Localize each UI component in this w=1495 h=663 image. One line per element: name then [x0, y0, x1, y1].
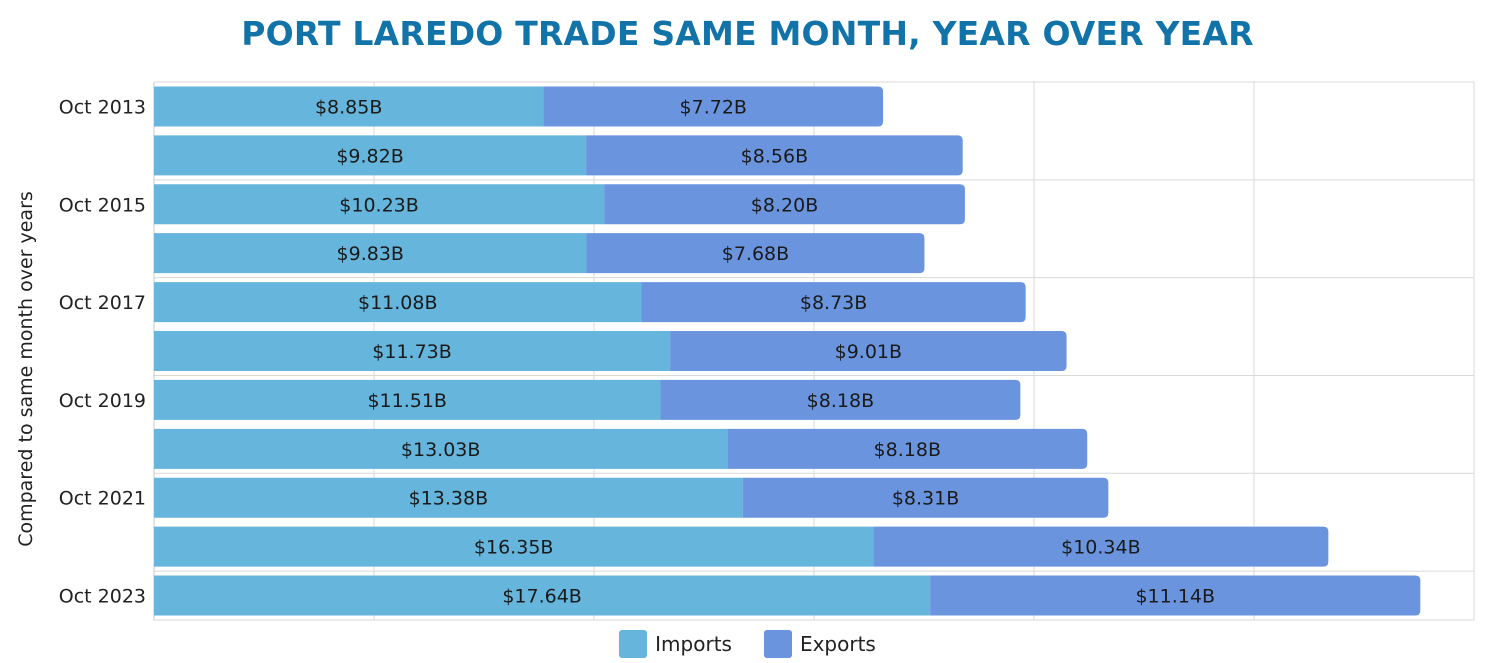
- data-label: $13.03B: [401, 439, 481, 461]
- chart-title: PORT LAREDO TRADE SAME MONTH, YEAR OVER …: [241, 14, 1254, 53]
- bar-imports: [154, 233, 587, 274]
- legend-item-imports[interactable]: Imports: [619, 630, 732, 658]
- bar-imports: [154, 428, 728, 469]
- bar-exports: [873, 526, 1329, 567]
- bar-exports: [586, 135, 963, 176]
- data-label: $16.35B: [474, 537, 554, 559]
- y-axis-title: Compared to same month over years: [15, 191, 37, 547]
- bar-exports: [727, 428, 1088, 469]
- bar-exports: [543, 86, 884, 127]
- legend-item-exports[interactable]: Exports: [763, 630, 876, 658]
- y-tick-label: Oct 2021: [59, 488, 146, 510]
- data-label: $10.34B: [1061, 537, 1141, 559]
- data-label: $8.18B: [807, 390, 874, 412]
- y-tick-label: Oct 2017: [59, 292, 146, 314]
- data-label: $8.85B: [315, 96, 382, 118]
- y-tick-label: Oct 2023: [59, 586, 146, 608]
- data-label: $9.83B: [337, 243, 404, 265]
- bar-imports: [154, 282, 642, 323]
- bar-imports: [154, 379, 661, 420]
- bar-imports: [154, 477, 743, 518]
- bar-imports: [154, 184, 605, 225]
- bar-imports: [154, 575, 931, 616]
- data-label: $17.64B: [502, 586, 582, 608]
- data-label: $8.56B: [741, 145, 808, 167]
- bar-exports: [586, 233, 925, 274]
- bar-exports: [660, 379, 1021, 420]
- data-label: $9.01B: [835, 341, 902, 363]
- bar-imports: [154, 526, 874, 567]
- bar-exports: [670, 331, 1067, 371]
- bar-imports: [154, 135, 587, 176]
- y-tick-label: Oct 2013: [59, 96, 146, 118]
- legend: Imports Exports: [0, 630, 1495, 658]
- legend-swatch-exports: [763, 630, 792, 658]
- data-label: $11.08B: [358, 292, 438, 314]
- y-tick-label: Oct 2015: [59, 194, 146, 216]
- data-label: $11.14B: [1135, 586, 1215, 608]
- data-label: $11.73B: [372, 341, 452, 363]
- bar-exports: [742, 477, 1109, 518]
- data-label: $8.31B: [892, 488, 959, 510]
- data-label: $9.82B: [336, 145, 403, 167]
- data-label: $11.51B: [367, 390, 447, 412]
- data-label: $7.72B: [680, 96, 747, 118]
- data-label: $7.68B: [722, 243, 789, 265]
- bar-exports: [930, 575, 1421, 616]
- bar-imports: [154, 86, 544, 127]
- bar-exports: [641, 282, 1026, 323]
- bar-exports: [604, 184, 965, 225]
- data-label: $8.20B: [751, 194, 818, 216]
- legend-swatch-imports: [619, 630, 648, 658]
- data-label: $8.73B: [800, 292, 867, 314]
- data-label: $10.23B: [339, 194, 419, 216]
- legend-label-exports: Exports: [799, 632, 876, 656]
- y-tick-label: Oct 2019: [59, 390, 146, 412]
- data-label: $8.18B: [874, 439, 941, 461]
- bar-imports: [154, 331, 671, 371]
- legend-label-imports: Imports: [655, 632, 732, 656]
- data-label: $13.38B: [409, 488, 489, 510]
